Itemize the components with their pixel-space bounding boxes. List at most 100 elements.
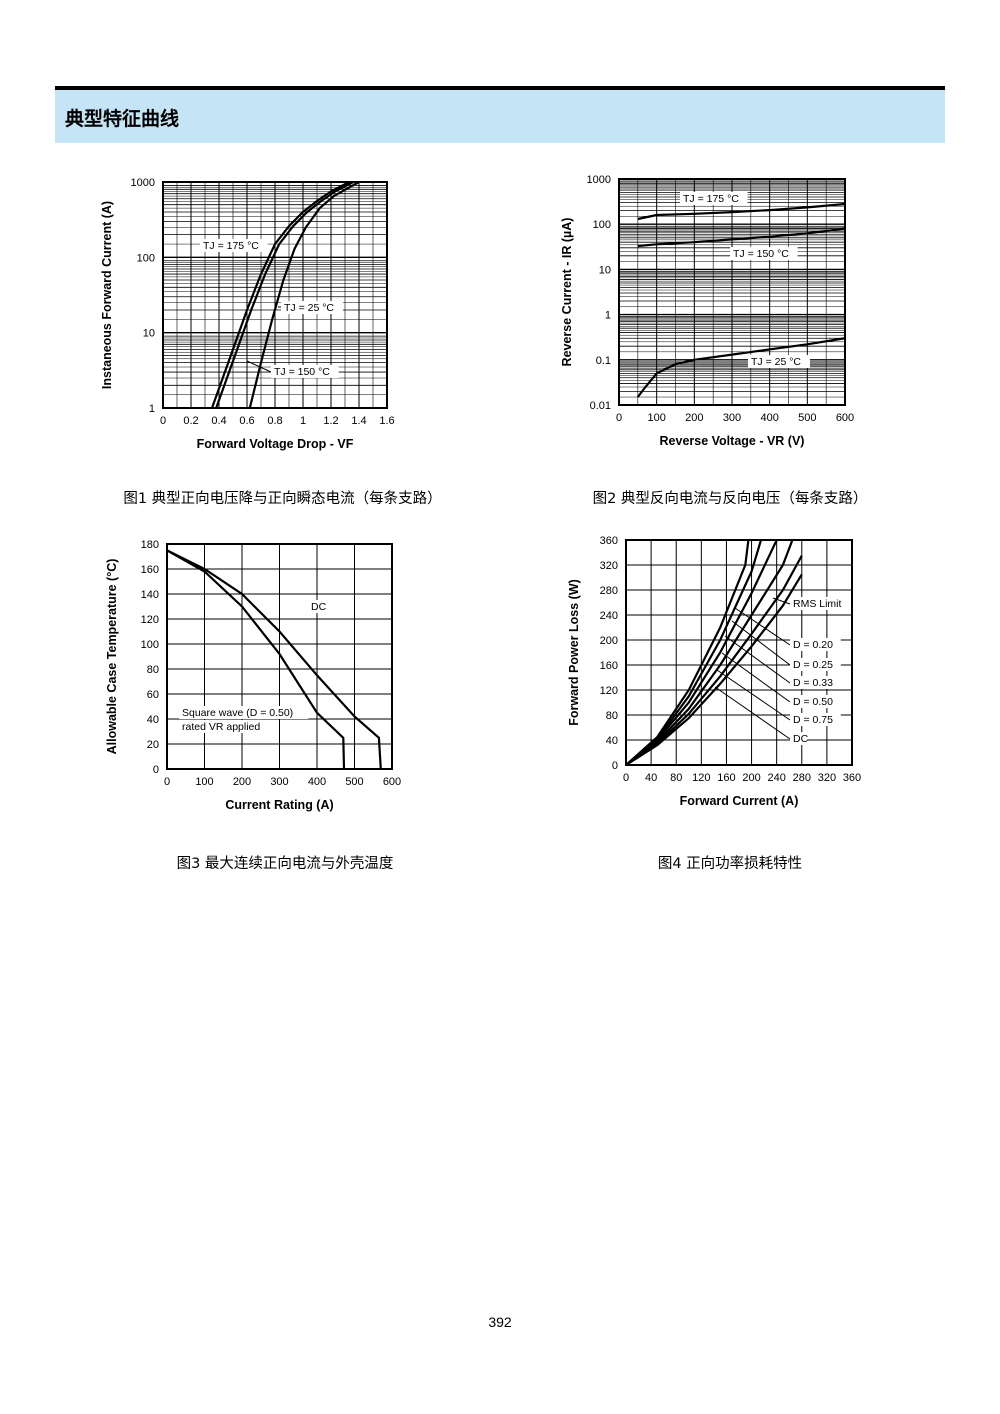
annotation-bg [790, 695, 841, 708]
series-line-1 [626, 540, 750, 765]
y-tick-label: 1 [605, 310, 611, 322]
annotation-label: D = 0.75 [793, 714, 833, 726]
series-line-2 [167, 549, 346, 769]
series-line-2 [637, 227, 845, 248]
y-tick-label: 280 [600, 585, 618, 597]
y-tick-label: 0.1 [596, 355, 611, 367]
x-tick-label: 200 [742, 772, 760, 784]
x-tick-label: 0 [616, 412, 622, 424]
y-tick-label: 0 [612, 760, 618, 772]
x-tick-label: 0 [160, 415, 166, 427]
chart-forward-voltage: 0 0.2 0.4 0.6 0.8 1 1.2 1.4 1.6 1 10 100 1000 Forward… [100, 177, 395, 451]
y-tick-label: 0 [153, 764, 159, 776]
annotation-leader [734, 607, 791, 646]
annotation-leader [724, 635, 791, 684]
annotation-bg [790, 658, 841, 671]
annotation-bg [790, 713, 841, 726]
x-tick-label: 1.4 [351, 415, 366, 427]
annotation-bg [790, 732, 808, 745]
plot-frame [618, 178, 846, 406]
annotation-leader [714, 686, 791, 740]
y-tick-label: 10 [143, 328, 155, 340]
x-tick-label: 320 [818, 772, 836, 784]
series-line-1 [210, 182, 350, 408]
y-tick-label: 240 [600, 610, 618, 622]
x-tick-label: 400 [760, 412, 778, 424]
annotation-bg [790, 597, 847, 610]
x-tick-label: 40 [645, 772, 657, 784]
annotation-label: DC [793, 733, 809, 745]
x-axis-title: Forward Voltage Drop - VF [197, 437, 354, 451]
annotation-label: TJ = 175 °C [683, 193, 739, 205]
header-rule [55, 86, 945, 90]
section-banner: 典型特征曲线 [55, 90, 945, 143]
annotation-bg [179, 706, 309, 719]
series-line-3 [626, 540, 778, 765]
y-tick-label: 140 [141, 589, 159, 601]
y-axis-title: Forward Power Loss (W) [567, 579, 581, 726]
x-tick-label: 360 [843, 772, 861, 784]
x-tick-label: 1 [300, 415, 306, 427]
y-tick-label: 20 [147, 739, 159, 751]
annotation-leader [731, 620, 791, 666]
y-tick-label: 100 [137, 252, 155, 264]
series-line-1 [167, 549, 382, 769]
x-tick-label: 300 [270, 776, 288, 788]
y-tick-label: 120 [141, 614, 159, 626]
section-title: 典型特征曲线 [65, 108, 180, 130]
annotation-label: RMS Limit [793, 598, 842, 610]
y-tick-label: 10 [599, 264, 611, 276]
y-tick-label: 100 [141, 639, 159, 651]
annotation-label: TJ = 25 °C [284, 302, 334, 314]
series-line-6 [626, 573, 803, 765]
annotation-leader [721, 652, 791, 703]
y-tick-label: 1 [149, 403, 155, 415]
y-tick-label: 200 [600, 635, 618, 647]
series-line-1 [637, 202, 845, 221]
page-number: 392 [488, 1314, 512, 1330]
x-tick-label: 280 [793, 772, 811, 784]
chart-power-loss: 0 40 80 120 160 200 240 280 320 360 0 40 80 120 160 200… [567, 535, 861, 808]
x-axis-title: Reverse Voltage - VR (V) [660, 434, 805, 448]
plot-frame [625, 539, 853, 766]
y-tick-label: 0.01 [590, 400, 611, 412]
plot-frame [166, 543, 393, 770]
x-tick-label: 1.6 [379, 415, 394, 427]
y-tick-label: 120 [600, 685, 618, 697]
annotation-label: D = 0.50 [793, 696, 833, 708]
annotation-bg [748, 355, 810, 368]
annotation-bg [281, 301, 343, 314]
x-tick-label: 200 [233, 776, 251, 788]
annotation-label: TJ = 175 °C [203, 240, 259, 252]
annotation-label: D = 0.33 [793, 677, 833, 689]
y-tick-label: 40 [147, 714, 159, 726]
annotation-label: D = 0.25 [793, 659, 833, 671]
y-tick-label: 60 [147, 689, 159, 701]
annotation-bg [790, 638, 841, 651]
x-tick-label: 80 [670, 772, 682, 784]
annotation-leader [772, 597, 791, 605]
annotation-label: D = 0.20 [793, 639, 833, 651]
annotation-label: TJ = 150 °C [274, 366, 330, 378]
annotation-label: DC [311, 601, 327, 613]
y-axis-title: Reverse Current - IR (µA) [560, 218, 574, 367]
annotation-leader [246, 360, 272, 373]
y-tick-label: 1000 [587, 174, 611, 186]
annotation-leader [716, 669, 791, 721]
y-tick-label: 360 [600, 535, 618, 547]
x-tick-label: 160 [717, 772, 735, 784]
x-tick-label: 240 [767, 772, 785, 784]
y-tick-label: 160 [141, 564, 159, 576]
x-axis-title: Forward Current (A) [680, 794, 799, 808]
series-line-3 [248, 182, 360, 408]
annotation-bg [200, 239, 268, 252]
x-tick-label: 0 [623, 772, 629, 784]
caption-fig3: 图3 最大连续正向电流与外壳温度 [176, 856, 394, 872]
annotation-bg [680, 192, 748, 205]
series-line-2 [215, 182, 354, 408]
y-tick-label: 40 [606, 735, 618, 747]
x-tick-label: 600 [836, 412, 854, 424]
x-tick-label: 120 [692, 772, 710, 784]
x-tick-label: 0.4 [211, 415, 226, 427]
x-tick-label: 1.2 [323, 415, 338, 427]
